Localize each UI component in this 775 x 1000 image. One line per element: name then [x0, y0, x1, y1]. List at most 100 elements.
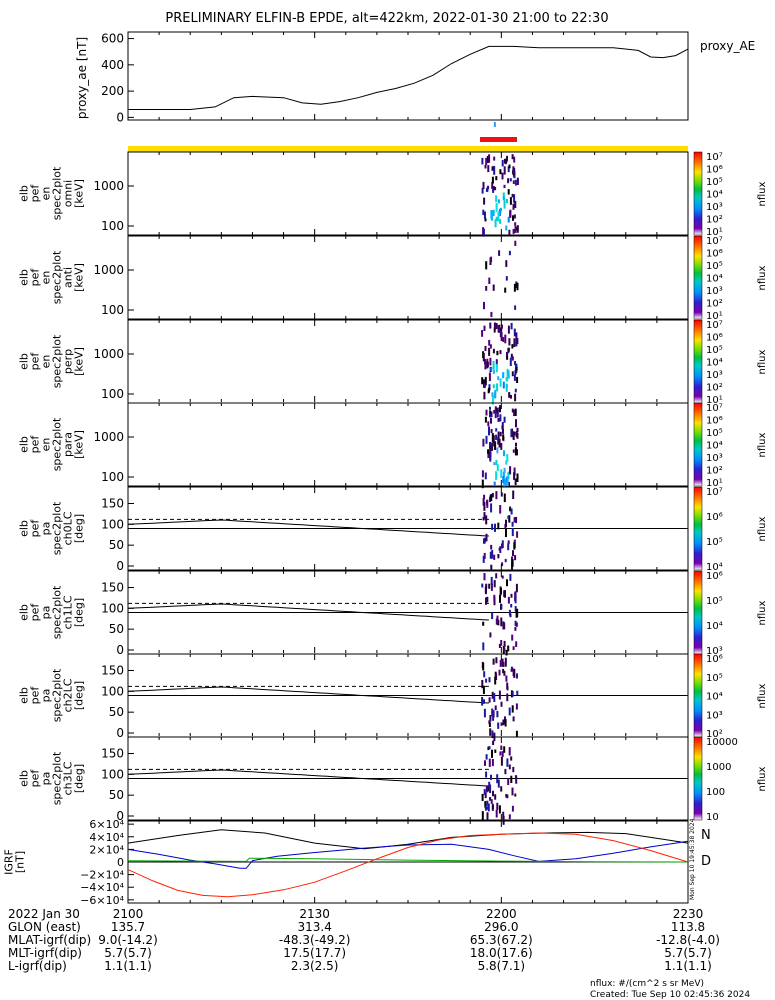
ae-yticks: 600 400 200 0: [101, 32, 134, 124]
spec-panel-1-pixel: [508, 164, 511, 169]
igrf-ytick-label: 0: [117, 856, 124, 869]
spec-panel-1-pixel: [509, 197, 512, 205]
pa-panel-2-pixel: [484, 586, 487, 594]
spec-panel-4-pixel: [489, 406, 491, 410]
spec-panel-4-colorbar-tick: 10⁶: [706, 416, 723, 427]
igrf-ytick-label: −6×10⁴: [80, 894, 124, 907]
spec-panel-1-pixel: [494, 219, 497, 228]
pa-panel-4-colorbar-tick: 1000: [706, 762, 731, 773]
spec-panel-2-pixel: [514, 240, 517, 246]
pa-panel-4-ytick-label: 50: [109, 788, 124, 802]
spec-panel-1-colorbar-tick: 10⁴: [706, 190, 723, 201]
table-value: 5.7(5.7): [104, 946, 152, 960]
pa-panel-4-pixel: [495, 809, 498, 818]
pa-panel-1-pixel: [489, 551, 492, 559]
spec-panel-4-pixel: [507, 471, 510, 480]
pa-panel-3-colorbar-tick: 10²: [706, 729, 723, 740]
pa-panel-3-pixel: [502, 661, 505, 667]
pa-panel-3-pixel: [511, 691, 514, 697]
spec-panel-3-ytick-label: 100: [101, 387, 124, 401]
pa-panel-4-pixel: [496, 802, 499, 810]
pa-panel-1-pixel: [501, 562, 504, 567]
pa-panel-2-pixel: [514, 606, 517, 612]
orbit-bars: [128, 137, 688, 152]
pa-panel-3-pixel: [513, 669, 516, 678]
pa-panel-3-pixel: [492, 710, 495, 718]
spec-panel-1-pixel: [516, 177, 519, 185]
time-label: 2230: [673, 907, 704, 921]
spec-panel-3-colorbar: [693, 319, 703, 404]
table-value: 5.7(5.7): [664, 946, 712, 960]
pa-panel-4-pixel: [512, 766, 515, 773]
pa-panel-2-pixel: [483, 573, 486, 581]
spec-panel-3-pixel: [506, 352, 509, 360]
spec-panel-4-pixel: [498, 438, 501, 448]
spec-panel-4-pixel: [487, 449, 490, 454]
spec-panel-3-pixel: [495, 359, 498, 366]
pa-panel-4-ylabel: elb: [18, 770, 31, 787]
pa-panel-4-pixel: [501, 751, 504, 757]
spec-panel-4-pixel: [498, 407, 501, 413]
spec-panel-4-pixel: [509, 466, 512, 475]
pa-panel-3-pixel: [516, 690, 519, 696]
pa-panel-1-pixel: [482, 498, 485, 506]
spec-panel-4-pixel: [499, 414, 502, 422]
pa-panel-1-pixel: [483, 502, 486, 511]
table-value: -12.8(-4.0): [656, 933, 720, 947]
pa-panel-4-pixel: [508, 764, 511, 770]
pa-panel-4-pixel: [498, 805, 501, 814]
pa-panel-4-pixel: [491, 759, 494, 767]
pa-panel-3-ylabel: pef: [29, 686, 42, 705]
pa-panel-4-pixel: [504, 768, 507, 775]
spec-panel-1-pixel: [516, 225, 519, 233]
pa-panel-1-pixel: [515, 516, 518, 524]
pa-panel-4-pixel: [486, 800, 489, 806]
spec-panel-1-pixel: [481, 187, 484, 194]
spec-panel-3-pixel: [493, 327, 496, 333]
spec-panel-1-pixel: [509, 178, 512, 182]
pa-panel-2-pixel: [500, 617, 503, 627]
spec-panel-3-pixel: [500, 327, 503, 334]
spec-panel-3-pixel: [508, 392, 511, 398]
pa-panel-2-colorbar: [693, 570, 703, 655]
pa-panel-4-pixel: [485, 771, 488, 778]
pa-panel-3-pixel: [496, 710, 499, 718]
igrf-ytick-label: −4×10⁴: [80, 881, 124, 894]
pa-panel-3-pixel: [497, 722, 500, 729]
spec-panel-3-colorbar-tick: 10⁶: [706, 333, 723, 344]
spec-panel-4-pixel: [485, 409, 488, 416]
spec-panel-4-pixel: [494, 406, 497, 414]
spec-panel-4-pixel: [516, 473, 519, 482]
time-label: 2130: [299, 907, 330, 921]
pa-panel-2-pixel: [485, 597, 488, 602]
spec-panel-1-pixel: [483, 197, 486, 205]
coverage-bar: [128, 146, 688, 152]
spec-panel-1-pixel: [481, 157, 484, 165]
pa-panel-3-pixel: [511, 705, 514, 713]
spec-panel-1-pixel: [509, 209, 512, 217]
ae-ylabel: proxy_ae [nT]: [75, 37, 89, 119]
spec-panel-4-pixel: [482, 438, 485, 447]
spec-panel-4-colorbar-tick: 10²: [706, 466, 723, 477]
spec-panel-4-pixel: [514, 447, 517, 456]
spec-panel-3-pixel: [484, 345, 487, 351]
spec-panel-4-ylabel: pef: [29, 435, 42, 454]
pa-panel-1-pixel: [482, 517, 485, 521]
pa-panel-4-pixel: [491, 749, 493, 758]
spec-panel-4-pixel: [497, 431, 500, 440]
spec-panel-4-pixel: [516, 449, 518, 456]
spec-panel-1-pixel: [492, 186, 495, 190]
pa-panel-4-pixel: [491, 804, 494, 810]
time-label: 2200: [486, 907, 517, 921]
pa-panel-4-pixel: [500, 756, 503, 766]
spec-panel-3-pixel: [506, 368, 509, 378]
pa-panel-3-pixel: [482, 662, 485, 671]
pa-panel-3-ylabel: pa: [40, 689, 53, 703]
pa-panel-1-data: [482, 490, 519, 571]
pa-panel-1-pixel: [493, 554, 496, 560]
pa-panel-3-ylabel: [deg]: [73, 681, 86, 710]
spec-panel-1-colorbar-tick: 10⁶: [706, 165, 723, 176]
spec-panel-4-colorbar-tick: 10⁴: [706, 441, 723, 452]
spec-panel-3-pixel: [489, 357, 492, 366]
